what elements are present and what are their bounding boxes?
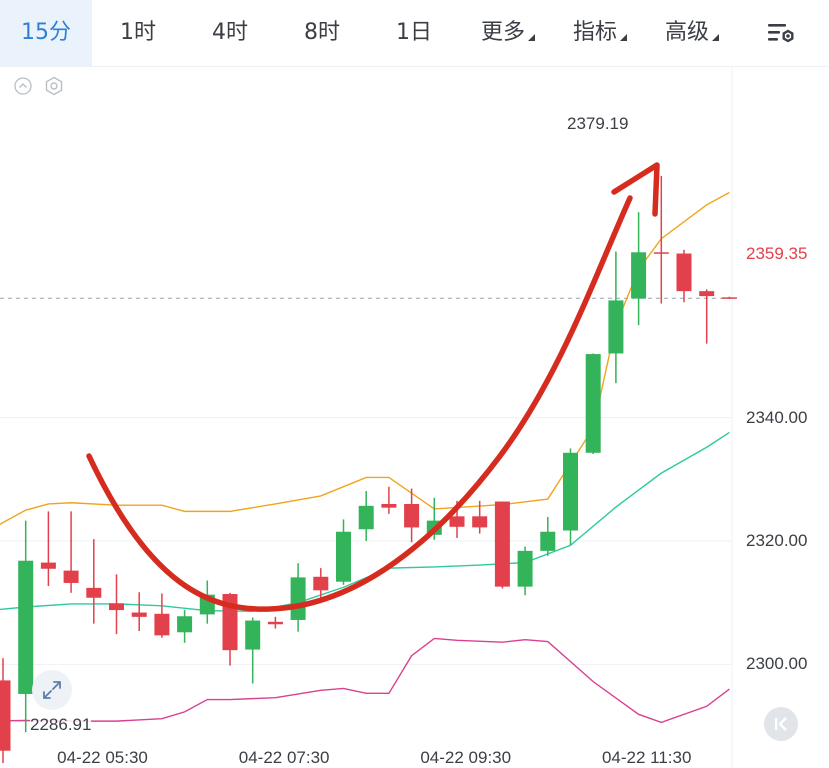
x-axis-tick-label: 04-22 07:30 [238, 748, 330, 767]
tab-advanced-label: 高级 [664, 20, 709, 45]
candle-body [336, 531, 351, 582]
tab-1h[interactable]: 1时 [120, 20, 156, 45]
tab-8h[interactable]: 8时 [304, 20, 340, 45]
timeframe-toolbar: 15分 1时 4时 8时 1日 更多 指标 高级 [0, 0, 829, 67]
candle-body [0, 680, 11, 751]
candle-body [404, 503, 420, 528]
y-axis-tick-label: 2340.00 [746, 407, 808, 427]
tab-indicators-label: 指标 [572, 20, 617, 45]
candle-body [245, 620, 261, 650]
chevron-up-circle-icon[interactable] [14, 77, 32, 95]
candle-body [177, 616, 193, 633]
candle-body [517, 550, 533, 587]
x-axis-tick-label: 04-22 11:30 [601, 748, 692, 767]
tab-advanced[interactable]: 高级 [646, 0, 738, 66]
candle-body [358, 505, 374, 530]
tab-1d[interactable]: 1日 [396, 20, 432, 45]
candle-body [449, 516, 465, 527]
candle-body [109, 603, 124, 611]
trend-arrow-annotation [86, 195, 633, 612]
candle-body [699, 291, 715, 297]
candle-body [290, 577, 306, 620]
candle-body [381, 503, 397, 508]
candle-body [540, 531, 556, 551]
candle-body [472, 516, 488, 528]
candle-body [721, 297, 737, 299]
low-price-label: 2286.91 [30, 715, 92, 735]
tab-more-label: 更多 [480, 20, 525, 45]
tab-15m[interactable]: 15分 [0, 0, 92, 66]
y-axis-tick-label: 2320.00 [746, 530, 808, 550]
candle-body [131, 612, 147, 617]
candle-body [63, 570, 79, 583]
candle-body [154, 613, 170, 636]
dropdown-caret-icon [712, 34, 719, 41]
candle-body [676, 253, 692, 292]
current-price-tag: 2359.35 [738, 241, 829, 267]
candlestick-chart[interactable] [0, 66, 829, 768]
candle-body [608, 300, 624, 354]
tab-indicators[interactable]: 指标 [554, 0, 646, 66]
y-axis-tick-label: 2300.00 [746, 654, 808, 674]
candle-body [631, 252, 647, 299]
ma-line-magenta [0, 637, 730, 724]
candle-body [267, 621, 283, 625]
candle-body [653, 252, 669, 254]
tab-more[interactable]: 更多 [462, 0, 554, 66]
chart-settings-icon[interactable] [762, 17, 798, 49]
candle-body [86, 587, 102, 598]
ma-line-yellow [0, 191, 730, 526]
skip-back-icon[interactable] [764, 707, 798, 741]
x-axis-tick-label: 04-22 05:30 [57, 748, 148, 767]
candle-body [40, 562, 56, 569]
high-price-label: 2379.19 [567, 114, 629, 134]
candle-body [585, 354, 601, 453]
candle-body [18, 560, 34, 694]
expand-arrows-icon[interactable] [32, 670, 72, 710]
tab-4h[interactable]: 4时 [212, 20, 248, 45]
dropdown-caret-icon [528, 34, 535, 41]
hexagon-settings-icon[interactable] [44, 76, 64, 96]
candle-body [494, 501, 510, 587]
x-axis-tick-label: 04-22 09:30 [420, 748, 512, 767]
arrow-head-annotation [611, 162, 660, 217]
candle-body [313, 576, 329, 591]
dropdown-caret-icon [620, 34, 627, 41]
candle-body [563, 452, 578, 531]
